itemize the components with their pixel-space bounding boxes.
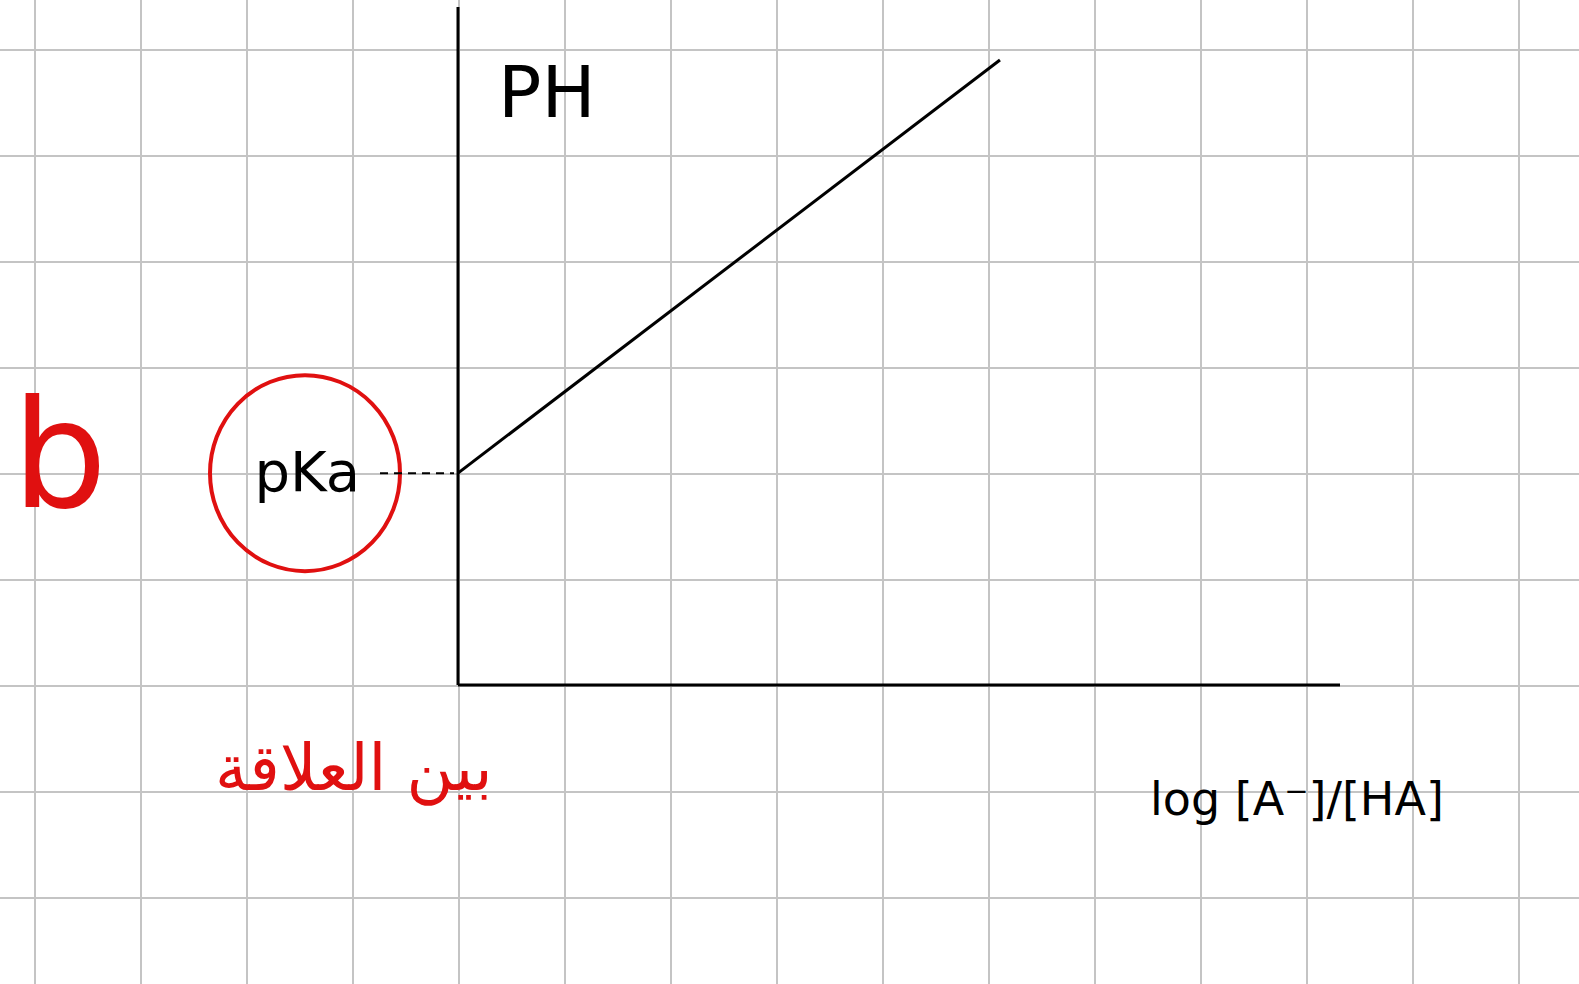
- svg-text:log [A⁻]/[HA]: log [A⁻]/[HA]: [1150, 772, 1444, 826]
- svg-text:pKa: pKa: [254, 439, 360, 504]
- html-text:بين العلاقة: بين العلاقة: [215, 731, 493, 805]
- html-text:b: b: [12, 368, 108, 542]
- svg-text:PH: PH: [498, 50, 596, 134]
